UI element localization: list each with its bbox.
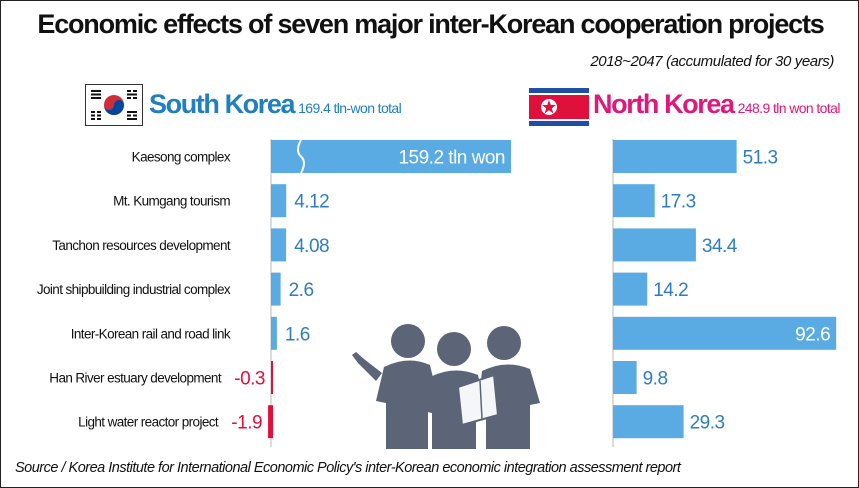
north-korea-bar <box>613 228 696 262</box>
south-korea-bar <box>271 272 281 306</box>
south-korea-value-label: -0.3 <box>234 369 265 390</box>
axis-break-mark <box>297 139 305 174</box>
south-korea-value-labels: 159.2 tln won 4.12 4.08 2.6 1.6 -0.3 -1.9 <box>231 148 505 434</box>
south-korea-bar <box>271 184 287 218</box>
category-labels: Kaesong complex Mt. Kumgang tourism Tancho… <box>37 150 232 430</box>
north-korea-bar <box>613 140 737 173</box>
north-korea-flag-icon <box>529 88 589 126</box>
north-korea-value-label: 92.6 <box>795 324 830 345</box>
north-korea-header: North Korea 248.9 tln won total <box>593 89 840 125</box>
south-korea-value-label: 2.6 <box>289 280 314 301</box>
south-korea-bar <box>271 140 511 173</box>
south-korea-value-label: 4.08 <box>294 236 329 257</box>
north-korea-bar <box>613 361 637 394</box>
category-label: Kaesong complex <box>132 150 231 165</box>
south-korea-value-label: 4.12 <box>294 192 329 213</box>
north-korea-value-labels: 51.3 17.3 34.4 14.2 92.6 9.8 29.3 <box>643 148 831 434</box>
south-korea-value-label: -1.9 <box>231 413 262 434</box>
south-korea-bar <box>271 228 287 262</box>
north-korea-value-label: 51.3 <box>743 148 778 169</box>
north-korea-value-label: 9.8 <box>643 369 668 390</box>
north-korea-value-label: 14.2 <box>653 280 688 301</box>
north-korea-value-label: 34.4 <box>702 236 738 257</box>
north-korea-value-label: 29.3 <box>690 413 725 434</box>
category-label: Mt. Kumgang tourism <box>113 194 230 209</box>
category-label: Joint shipbuilding industrial complex <box>37 282 231 297</box>
north-korea-bar <box>613 184 655 218</box>
north-korea-bar <box>613 272 648 306</box>
category-label: Han River estuary development <box>49 371 222 386</box>
south-korea-bars <box>268 139 511 439</box>
north-korea-label: North Korea <box>593 89 735 119</box>
south-korea-bar <box>268 405 273 439</box>
south-korea-total: 169.4 tln-won total <box>298 100 402 116</box>
north-korea-bars <box>613 140 837 439</box>
south-korea-header: South Korea 169.4 tln-won total <box>149 89 402 125</box>
south-korea-value-label: 159.2 tln won <box>398 148 505 169</box>
north-korea-bar <box>613 405 684 439</box>
category-label: Tanchon resources development <box>52 238 231 253</box>
south-korea-flag-icon <box>85 84 143 126</box>
south-korea-bar <box>271 361 273 394</box>
source-note: Source / Korea Institute for Internation… <box>15 460 681 476</box>
category-label: Light water reactor project <box>78 415 219 430</box>
south-korea-bar <box>271 316 277 350</box>
north-korea-bar <box>613 316 837 350</box>
north-korea-total: 248.9 tln won total <box>737 100 841 116</box>
chart-subtitle: 2018~2047 (accumulated for 30 years) <box>590 53 834 70</box>
people-silhouette-icon <box>352 324 540 449</box>
north-korea-value-label: 17.3 <box>661 192 696 213</box>
chart-title: Economic effects of seven major inter-Ko… <box>37 9 824 39</box>
south-korea-value-label: 1.6 <box>285 324 310 345</box>
south-korea-label: South Korea <box>149 89 296 119</box>
category-label: Inter-Korean rail and road link <box>71 326 231 341</box>
